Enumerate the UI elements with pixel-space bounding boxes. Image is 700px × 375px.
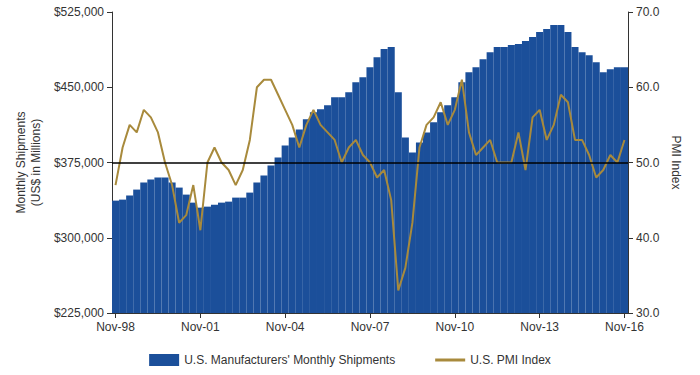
svg-text:Nov-07: Nov-07 [351,320,390,334]
svg-text:Nov-10: Nov-10 [435,320,474,334]
svg-text:70.0: 70.0 [636,5,660,19]
svg-text:Monthly Shipments: Monthly Shipments [14,111,28,213]
svg-text:60.0: 60.0 [636,80,660,94]
svg-text:$300,000: $300,000 [54,231,104,245]
svg-text:Nov-13: Nov-13 [520,320,559,334]
svg-text:$525,000: $525,000 [54,5,104,19]
svg-text:$375,000: $375,000 [54,156,104,170]
svg-text:PMI Index: PMI Index [669,135,683,189]
svg-text:$450,000: $450,000 [54,80,104,94]
svg-text:Nov-04: Nov-04 [266,320,305,334]
svg-text:Nov-98: Nov-98 [96,320,135,334]
svg-text:40.0: 40.0 [636,231,660,245]
svg-text:(US$ in Millions): (US$ in Millions) [29,119,43,206]
svg-text:U.S. PMI Index: U.S. PMI Index [470,353,551,367]
svg-text:30.0: 30.0 [636,306,660,320]
svg-text:$225,000: $225,000 [54,306,104,320]
svg-text:Nov-16: Nov-16 [605,320,644,334]
svg-text:U.S. Manufacturers' Monthly Sh: U.S. Manufacturers' Monthly Shipments [184,353,395,367]
svg-text:50.0: 50.0 [636,156,660,170]
svg-text:Nov-01: Nov-01 [181,320,220,334]
